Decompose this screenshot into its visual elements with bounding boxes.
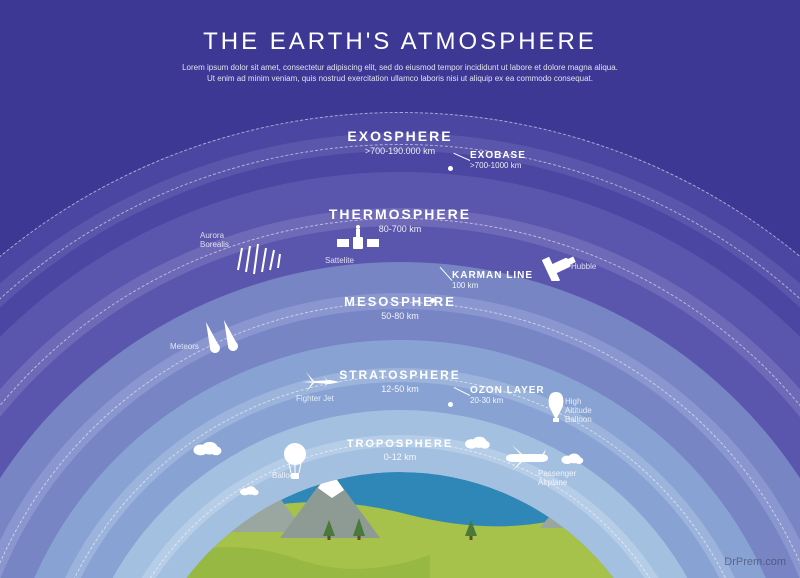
jet-label: Fighter Jet — [296, 395, 334, 404]
aurora-icon — [234, 242, 284, 281]
hballoon-icon — [545, 390, 567, 429]
sublayer-exobase: EXOBASE>700-1000 km — [470, 150, 526, 170]
plane-label: PassengerAirplane — [538, 470, 576, 488]
cloud-icon — [463, 434, 490, 452]
layer-label-thermosphere: THERMOSPHERE 80-700 km — [0, 206, 800, 234]
title-subtitle: Lorem ipsum dolor sit amet, consectetur … — [0, 62, 800, 84]
layer-name: EXOSPHERE — [0, 128, 800, 144]
layer-range: >700-190.000 km — [0, 146, 800, 156]
layer-range: 50-80 km — [0, 311, 800, 321]
sublayer-name: KARMAN LINE — [452, 270, 533, 281]
sublayer-name: OZON LAYER — [470, 385, 545, 396]
title-block: THE EARTH'S ATMOSPHERE Lorem ipsum dolor… — [0, 28, 800, 84]
sublayer-range: 100 km — [452, 281, 533, 290]
layer-label-troposphere: TROPOSPHERE 0-12 km — [0, 438, 800, 462]
layer-label-exosphere: EXOSPHERE >700-190.000 km — [0, 128, 800, 156]
cloud-icon — [192, 439, 223, 460]
meteors-icon — [200, 320, 244, 363]
layer-label-stratosphere: STRATOSPHERE 12-50 km — [0, 368, 800, 394]
hubble-label: Hubble — [571, 263, 596, 272]
layer-label-mesosphere: MESOSPHERE 50-80 km — [0, 294, 800, 321]
meteors-label: Meteors — [170, 343, 199, 352]
trees-icon — [315, 510, 485, 540]
layer-name: THERMOSPHERE — [0, 206, 800, 222]
balloon-label: Balloon — [272, 472, 299, 481]
watermark: DrPrem.com — [724, 556, 786, 568]
sublayer-karman-line: KARMAN LINE100 km — [452, 270, 533, 290]
sublayer-ozon-layer: OZON LAYER20-30 km — [470, 385, 545, 405]
hballoon-label: HighAltitudeBalloon — [565, 398, 592, 424]
pointer-dot — [430, 298, 435, 303]
atmosphere-infographic: { "canvas": { "w": 800, "h": 578, "backg… — [0, 0, 800, 578]
layer-range: 0-12 km — [0, 452, 800, 462]
sublayer-range: >700-1000 km — [470, 161, 526, 170]
cloud-icon — [239, 485, 259, 499]
aurora-label: AuroraBorealis — [200, 232, 229, 250]
layer-range: 80-700 km — [0, 224, 800, 234]
layer-range: 12-50 km — [0, 384, 800, 394]
satellite-label: Sattelite — [325, 257, 354, 266]
layer-name: MESOSPHERE — [0, 294, 800, 309]
pointer-dot — [448, 402, 453, 407]
sublayer-range: 20-30 km — [470, 396, 545, 405]
cloud-icon — [560, 451, 584, 467]
sublayer-name: EXOBASE — [470, 150, 526, 161]
title-text: THE EARTH'S ATMOSPHERE — [0, 28, 800, 56]
layer-name: STRATOSPHERE — [0, 368, 800, 382]
layer-name: TROPOSPHERE — [0, 438, 800, 450]
pointer-dot — [448, 166, 453, 171]
